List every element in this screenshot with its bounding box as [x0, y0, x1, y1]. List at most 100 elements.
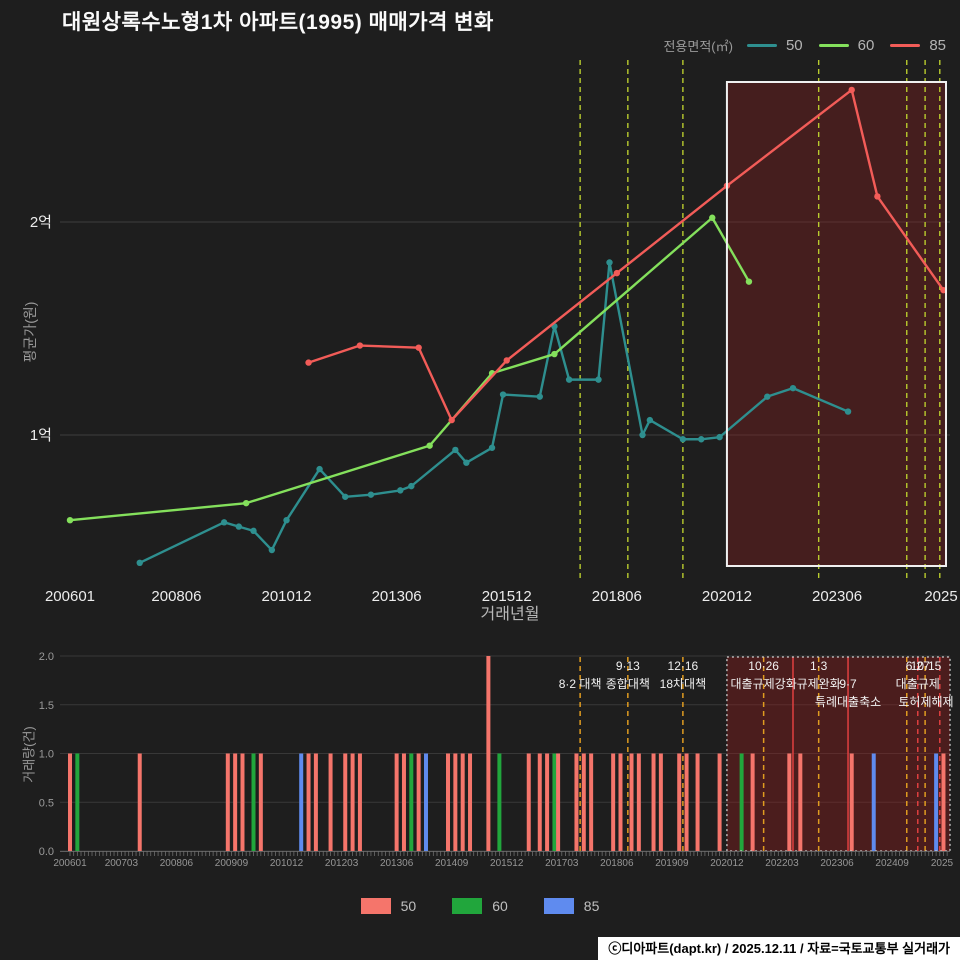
- price-point-50: [646, 416, 654, 424]
- legend-line-swatch: [890, 44, 921, 47]
- vol-bar-50: [537, 753, 542, 851]
- policy-annotation: 10·26: [748, 659, 779, 673]
- area-legend-item-85[interactable]: 85: [890, 37, 946, 54]
- area-legend-item-60[interactable]: 60: [818, 37, 875, 54]
- area-legend-item-50[interactable]: 50: [746, 37, 803, 54]
- vol-bar-85: [934, 753, 939, 851]
- price-point-85: [874, 193, 881, 200]
- vol-bar-50: [394, 753, 399, 851]
- price-point-50: [463, 459, 470, 466]
- legend-item-label: 85: [929, 37, 946, 54]
- policy-annotation: 10·15: [911, 659, 942, 673]
- price-point-50: [606, 259, 613, 266]
- vol-xtick: 201012: [270, 858, 304, 869]
- vol-bar-50: [526, 753, 531, 851]
- vol-bar-50: [556, 753, 561, 851]
- price-point-50: [283, 517, 290, 524]
- price-point-50: [367, 491, 375, 498]
- vol-bar-50: [468, 753, 473, 851]
- price-point-60: [66, 517, 74, 524]
- vol-xtick: 201806: [600, 858, 634, 869]
- legend-item-label: 85: [583, 898, 600, 914]
- price-line-85: [307, 88, 945, 422]
- legend-swatch: [452, 898, 483, 914]
- date-axis-label: 거래년월: [480, 606, 540, 623]
- policy-annotation: 9·13: [616, 659, 640, 673]
- policy-annotation: 12·16: [668, 659, 699, 673]
- vol-bar-50: [574, 753, 579, 851]
- vol-bar-50: [629, 753, 634, 851]
- legend-item-label: 60: [857, 37, 875, 54]
- size-legend-item-60[interactable]: 60: [452, 898, 508, 914]
- vol-bar-50: [460, 753, 465, 851]
- vol-xtick: 200601: [53, 858, 87, 869]
- price-point-60: [242, 499, 250, 507]
- vol-xtick: 2025: [931, 858, 954, 869]
- price-point-85: [848, 86, 855, 94]
- vol-bar-50: [240, 753, 245, 851]
- price-point-60: [551, 350, 558, 358]
- legend-swatch: [360, 898, 391, 914]
- price-point-50: [536, 393, 543, 400]
- vol-bar-50: [446, 753, 451, 851]
- price-ytick: 2억: [30, 214, 52, 231]
- price-point-50: [789, 384, 797, 392]
- price-point-50: [639, 431, 646, 439]
- price-point-85: [613, 269, 621, 277]
- area-legend-items: 50 60 85: [746, 37, 946, 54]
- footer-credit: ⓒ디아파트(dapt.kr) / 2025.12.11 / 자료=국토교통부 실…: [598, 937, 960, 960]
- vol-bar-50: [941, 753, 946, 851]
- price-point-50: [764, 393, 771, 400]
- vol-bar-50: [695, 753, 700, 851]
- vol-xtick: 201409: [435, 858, 469, 869]
- price-xtick: 201806: [592, 588, 642, 605]
- vol-bar-50: [68, 753, 72, 851]
- vol-xtick: 201306: [380, 858, 414, 869]
- vol-ytick: 0.0: [39, 846, 54, 858]
- price-xtick: 200601: [45, 588, 95, 605]
- vol-bar-85: [871, 753, 876, 851]
- price-xtick: 202012: [702, 588, 752, 605]
- price-line-60: [68, 216, 751, 522]
- area-legend: 전용면적(㎡) 50 60 85: [663, 36, 946, 55]
- vol-xtick: 202409: [875, 858, 909, 869]
- price-xtick: 200806: [151, 588, 201, 605]
- vol-ytick: 0.5: [39, 797, 54, 809]
- vol-xtick: 202203: [765, 858, 799, 869]
- size-legend-item-50[interactable]: 50: [360, 898, 416, 914]
- vol-xtick: 201512: [490, 858, 524, 869]
- vol-bar-85: [299, 753, 304, 851]
- price-point-50: [488, 444, 496, 451]
- policy-annotation: 토허제해제: [898, 695, 953, 709]
- size-legend-item-85[interactable]: 85: [543, 898, 600, 914]
- legend-item-label: 50: [785, 37, 803, 54]
- price-point-50: [408, 482, 415, 490]
- vol-ytick: 1.0: [39, 749, 54, 761]
- vol-bar-50: [357, 753, 362, 851]
- price-point-50: [268, 546, 276, 554]
- legend-line-swatch: [818, 44, 849, 47]
- vol-bar-60: [497, 753, 502, 851]
- vol-bar-50: [750, 753, 755, 851]
- price-point-50: [716, 433, 723, 441]
- page-title: 대원상록수노형1차 아파트(1995) 매매가격 변화: [62, 11, 494, 34]
- vol-bar-50: [684, 753, 689, 851]
- price-point-50: [565, 376, 573, 383]
- vol-bar-50: [658, 753, 663, 851]
- price-point-50: [235, 523, 243, 530]
- price-point-60: [709, 214, 716, 221]
- vol-bar-50: [581, 753, 586, 851]
- vol-xtick: 201703: [545, 858, 579, 869]
- price-point-60: [426, 442, 433, 449]
- vol-bar-50: [787, 753, 792, 851]
- price-point-50: [316, 465, 323, 473]
- price-xtick: 201512: [482, 588, 532, 605]
- price-point-50: [342, 493, 349, 500]
- vol-bar-50: [677, 753, 682, 851]
- vol-bar-50: [343, 753, 348, 851]
- policy-annotation: 대출규제강화: [731, 677, 797, 691]
- vol-xtick: 202306: [820, 858, 854, 869]
- vol-bar-50: [717, 753, 722, 851]
- vol-ytick: 1.5: [39, 700, 54, 712]
- price-point-85: [356, 342, 364, 349]
